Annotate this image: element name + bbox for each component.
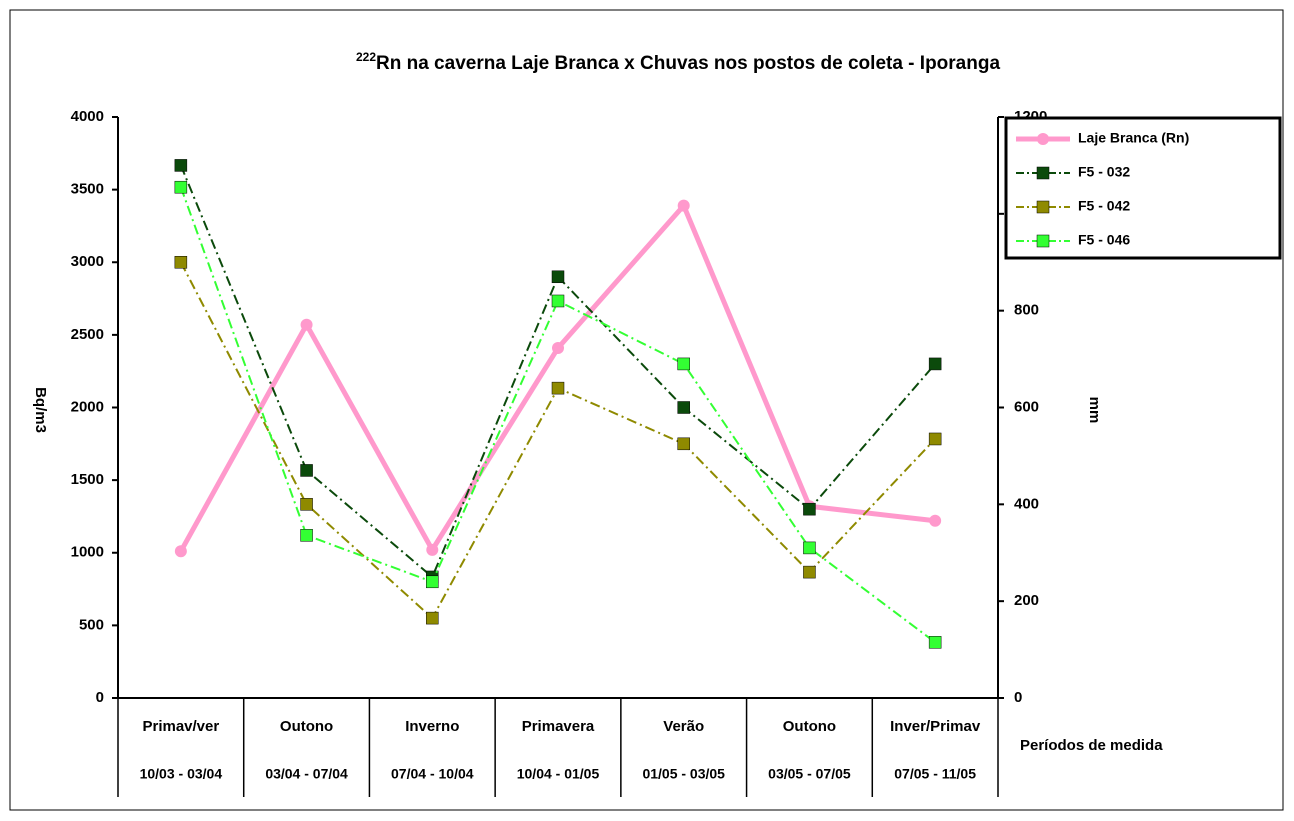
y-tick-label: 3000 (71, 253, 104, 270)
point (426, 543, 439, 556)
point (928, 636, 942, 649)
y-tick-label: 2000 (71, 398, 104, 415)
point (677, 437, 690, 451)
legend-marker (1037, 133, 1049, 145)
legend-label: F5 - 032 (1078, 164, 1130, 180)
point (803, 565, 816, 579)
point (551, 294, 565, 308)
x-tick-label: Inverno (405, 718, 459, 735)
x-period-label: 07/04 - 10/04 (391, 766, 474, 782)
y-tick-label: 3500 (71, 181, 104, 198)
point (300, 529, 313, 542)
point (677, 199, 690, 212)
x-axis-label: Períodos de medida (1020, 737, 1163, 754)
legend-marker (1036, 200, 1050, 214)
point (174, 545, 187, 558)
point (928, 357, 942, 371)
x-period-label: 01/05 - 03/05 (642, 766, 725, 782)
y-tick-label: 1000 (71, 544, 104, 561)
point (803, 502, 816, 516)
legend-label: F5 - 046 (1078, 232, 1130, 248)
y2-tick-label: 200 (1014, 592, 1039, 609)
legend-label: Laje Branca (Rn) (1078, 130, 1189, 146)
point (300, 464, 313, 477)
y2-tick-label: 800 (1014, 302, 1039, 319)
y-axis-label: Bq/m3 (32, 387, 49, 433)
point (928, 432, 942, 446)
y-tick-label: 2500 (71, 326, 104, 343)
y-tick-label: 500 (79, 616, 104, 633)
x-tick-label: Outono (280, 718, 333, 735)
y2-tick-label: 0 (1014, 689, 1022, 706)
point (300, 498, 313, 511)
point (300, 318, 313, 331)
y2-axis-label: mm (1086, 397, 1103, 424)
point (426, 611, 439, 625)
legend-label: F5 - 042 (1078, 198, 1130, 214)
point (551, 381, 565, 395)
legend-marker (1036, 166, 1050, 180)
x-period-label: 10/04 - 01/05 (517, 766, 600, 782)
x-tick-label: Verão (663, 718, 704, 735)
title-main: Rn na caverna Laje Branca x Chuvas nos p… (376, 53, 1000, 74)
point (551, 270, 565, 284)
legend-box (1004, 116, 1282, 260)
point (677, 357, 690, 371)
x-period-label: 03/05 - 07/05 (768, 766, 851, 782)
y2-tick-label: 600 (1014, 398, 1039, 415)
x-tick-label: Outono (783, 718, 836, 735)
legend-marker (1036, 234, 1050, 248)
point (174, 180, 188, 194)
point (803, 541, 816, 555)
point (677, 401, 690, 414)
y2-tick-label: 400 (1014, 495, 1039, 512)
x-period-label: 07/05 - 11/05 (894, 766, 976, 782)
x-period-label: 10/03 - 03/04 (140, 766, 223, 782)
point (426, 575, 439, 589)
point (552, 341, 564, 354)
y-tick-label: 0 (96, 689, 104, 706)
point (929, 514, 942, 527)
point (174, 159, 188, 172)
point (174, 256, 188, 269)
x-tick-label: Primav/ver (142, 718, 219, 735)
title-superscript: 222 (356, 50, 376, 64)
x-tick-label: Primavera (522, 718, 595, 735)
x-tick-label: Inver/Primav (890, 718, 981, 735)
y-tick-label: 1500 (71, 471, 104, 488)
x-period-label: 03/04 - 07/04 (265, 766, 348, 782)
y-tick-label: 4000 (71, 108, 104, 125)
chart-title: 222Rn na caverna Laje Branca x Chuvas no… (356, 50, 1000, 74)
